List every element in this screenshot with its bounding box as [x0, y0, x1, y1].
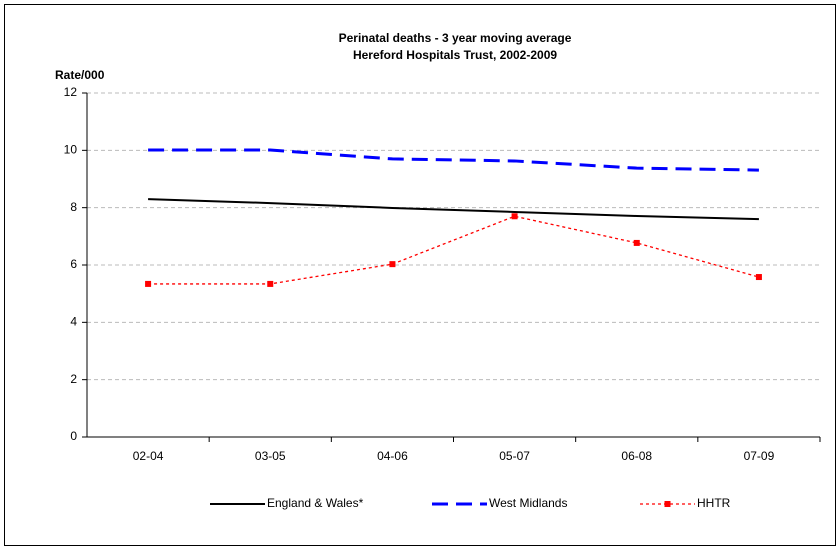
x-tick-label: 02-04 [133, 449, 164, 463]
point-marker [633, 239, 640, 246]
x-tick-label: 03-05 [255, 449, 286, 463]
series-line [148, 198, 759, 221]
point-marker [755, 274, 762, 281]
point-marker [145, 280, 152, 287]
y-tick-label: 4 [70, 315, 77, 329]
x-tick-label: 04-06 [377, 449, 408, 463]
series-line [148, 148, 759, 172]
x-tick-label: 05-07 [499, 449, 530, 463]
y-axis-label: Rate/000 [55, 68, 105, 82]
series-line [148, 215, 760, 285]
x-tick-label: 07-09 [744, 449, 775, 463]
y-tick-label: 0 [70, 429, 77, 443]
y-tick-label: 12 [64, 85, 78, 99]
y-tick-label: 8 [70, 200, 77, 214]
y-tick-label: 10 [64, 143, 78, 157]
chart-border [4, 4, 836, 546]
legend-marker [664, 501, 671, 507]
legend-label: England & Wales* [267, 496, 364, 510]
point-marker [267, 280, 274, 287]
legend-label: West Midlands [489, 496, 567, 510]
y-tick-label: 2 [70, 372, 77, 386]
y-tick-label: 6 [70, 257, 77, 271]
point-marker [389, 261, 396, 268]
x-tick-label: 06-08 [621, 449, 652, 463]
chart-subtitle: Hereford Hospitals Trust, 2002-2009 [353, 48, 557, 62]
point-marker [511, 213, 518, 220]
legend-label: HHTR [697, 496, 731, 510]
chart-title: Perinatal deaths - 3 year moving average [339, 31, 572, 45]
